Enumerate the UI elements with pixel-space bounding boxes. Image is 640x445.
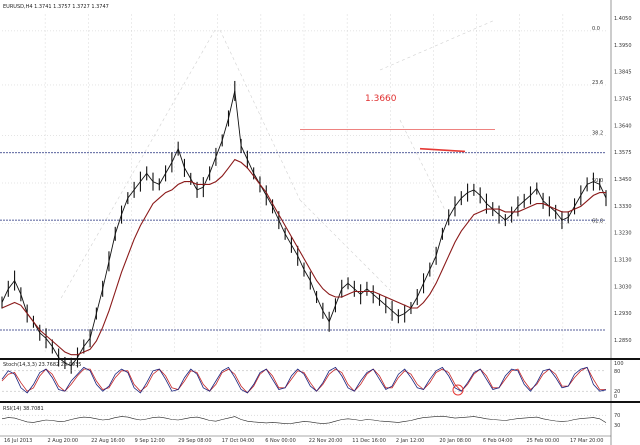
stoch-main-line — [1, 366, 607, 394]
price-axis-label: 1.3030 — [614, 284, 632, 290]
price-axis-label: 1.3640 — [614, 123, 632, 129]
stoch-signal-line — [1, 366, 606, 394]
time-axis-label: 22 Nov 20:00 — [309, 438, 343, 444]
fib-level-label: 50.0 — [592, 178, 603, 184]
time-axis-label: 2 Jan 12:00 — [396, 438, 424, 444]
price-axis-label: 1.2930 — [614, 311, 632, 317]
fib-trend-line — [379, 19, 496, 71]
time-axis-label: 25 Feb 00:00 — [526, 438, 559, 444]
price-axis-label: 1.2850 — [614, 338, 632, 344]
time-axis-label: 6 Feb 04:00 — [483, 438, 513, 444]
stoch-axis-label: 20 — [614, 389, 620, 395]
fib-level-label: 61.8 — [592, 219, 603, 225]
rsi-axis-label: 30 — [614, 423, 620, 429]
time-axis-label: 9 Sep 12:00 — [135, 438, 165, 444]
time-axis-label: 29 Sep 08:00 — [178, 438, 211, 444]
ma-line — [1, 158, 606, 356]
fib-level-label: 38.2 — [592, 131, 603, 137]
price-axis-label: 1.3450 — [614, 177, 632, 183]
stoch-window-title: Stoch(14,3,3) 23.7682 25.0935 — [3, 362, 81, 368]
time-axis-label: 20 Jan 08:00 — [439, 438, 471, 444]
price-axis-label: 1.3575 — [614, 150, 632, 156]
time-axis-label: 11 Dec 16:00 — [352, 438, 386, 444]
price-axis-labels: 1.4050 1.3950 1.3845 1.3745 1.3640 1.3575 1.34… — [614, 16, 632, 429]
time-axis-label: 16 Jul 2013 — [4, 438, 32, 444]
rsi-indicator — [1, 415, 607, 425]
rsi-line — [1, 415, 607, 424]
price-axis-label: 1.3130 — [614, 258, 632, 264]
time-axis-label: 6 Nov 00:00 — [265, 438, 296, 444]
resistance-label: 1.3660 — [365, 94, 397, 104]
time-axis-label: 17 Oct 04:00 — [222, 438, 255, 444]
price-axis-label: 1.3950 — [614, 43, 632, 49]
price-axis-label: 1.3330 — [614, 204, 632, 210]
stoch-axis-label: 80 — [614, 369, 620, 375]
fib-level-label: 0.0 — [592, 26, 600, 32]
stoch-axis-label: 0 — [614, 394, 617, 400]
rsi-window-title: RSI(14) 38.7081 — [3, 406, 44, 412]
fibonacci-lines: 0.0 23.6 38.2 50.0 61.8 — [2, 19, 606, 301]
price-axis-label: 1.4050 — [614, 16, 632, 22]
stoch-axis-label: 100 — [614, 361, 624, 367]
rsi-axis-label: 70 — [614, 413, 620, 419]
price-axis-label: 1.3845 — [614, 70, 632, 76]
neckline-segment[interactable] — [419, 147, 466, 153]
price-line — [1, 90, 607, 367]
resistance-line[interactable] — [300, 129, 495, 153]
fib-level-label: 23.6 — [592, 80, 603, 86]
fib-trend-line — [219, 29, 301, 201]
price-axis-label: 1.3745 — [614, 97, 632, 103]
main-window-title: EURUSD,H4 1.3741 1.3757 1.3727 1.3747 — [3, 4, 109, 10]
price-axis-label: 1.3230 — [614, 231, 632, 237]
time-axis-label: 22 Aug 16:00 — [91, 438, 125, 444]
chart-grid — [44, 14, 564, 352]
fib-trend-line — [59, 29, 216, 301]
time-axis-labels: 16 Jul 2013 2 Aug 20:00 22 Aug 16:00 9 Sep … — [4, 438, 603, 444]
stochastic-oscillator — [1, 366, 607, 394]
time-axis-label: 17 Mar 20:00 — [570, 438, 603, 444]
time-axis-label: 2 Aug 20:00 — [48, 438, 79, 444]
moving-average — [1, 158, 606, 356]
stoch-highlight-circle — [452, 384, 464, 396]
fib-trend-line — [399, 119, 446, 211]
